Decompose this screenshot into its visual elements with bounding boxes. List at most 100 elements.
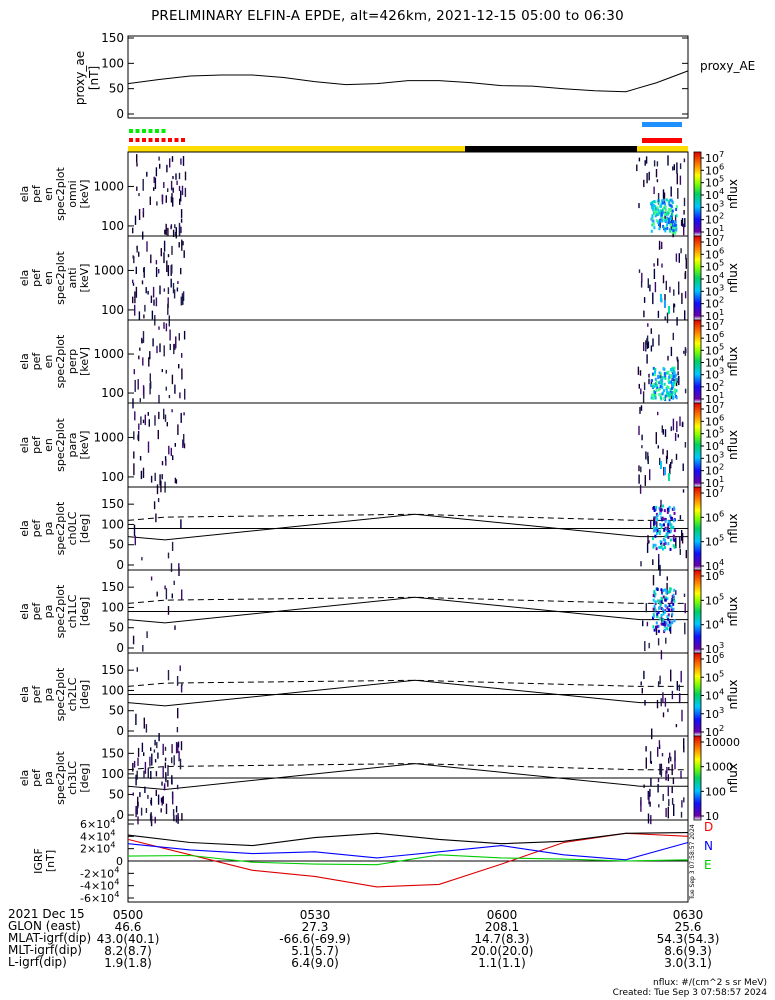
pitch-pixel (669, 590, 672, 594)
pitch-pixel (648, 540, 650, 544)
spectrogram-pixel (643, 342, 645, 351)
pitch-pixel (662, 794, 664, 801)
pitch-pixel (655, 531, 658, 535)
pitch-pixel (141, 742, 144, 752)
pitch-pixel (641, 688, 643, 694)
pitch-ylabel: [deg] (78, 514, 91, 543)
spectrogram-frame (127, 402, 689, 488)
spectrogram-pixel (673, 222, 676, 226)
spectrogram-pixel (675, 208, 678, 211)
pitch-pixel (669, 752, 671, 759)
spectrogram-pixel (171, 374, 174, 385)
spectrogram-pixel (676, 162, 678, 174)
pitch-pixel (671, 690, 674, 700)
pitch-pixel (150, 797, 153, 806)
pitch-pixel (683, 746, 685, 753)
footer-row-value: 1.9(1.8) (104, 956, 152, 970)
pitch-pixel (654, 527, 657, 531)
spectrogram-pixel (646, 354, 648, 364)
spectrogram-pixel (142, 467, 145, 478)
spectrogram-pixel (664, 394, 667, 398)
spectrogram-pixel (652, 396, 655, 400)
pitch-pixel (665, 637, 667, 644)
spectrogram-pixel (643, 310, 645, 318)
spectrogram-pixel (654, 377, 657, 381)
pitch-pixel (661, 590, 663, 594)
pitch-pixel (164, 585, 166, 590)
spectrogram-ylabel: spec2plot (54, 251, 67, 305)
pitch-ylabel: spec2plot (54, 667, 67, 721)
pitch-pixel (137, 747, 140, 757)
pitch-pixel (681, 530, 683, 541)
pitch-pixel (657, 681, 660, 688)
colorbar (693, 151, 702, 237)
pitch-pixel (654, 592, 657, 596)
spectrogram-pixel (670, 387, 673, 391)
pitch-pixel (668, 757, 670, 764)
spectrogram-pixel (181, 353, 183, 358)
spectrogram-pixel (183, 434, 185, 446)
spectrogram-pixel (653, 394, 656, 398)
pitch-pixel (144, 786, 146, 793)
spectrogram-pixel (651, 206, 654, 210)
proxy-ylabel: proxy_ae (73, 51, 87, 105)
pitch-pixel (664, 535, 667, 538)
status-bar-blue (642, 122, 682, 127)
spectrogram-pixel (159, 285, 161, 295)
pitch-pixel (167, 780, 169, 787)
spectrogram-pixel (169, 343, 171, 351)
spectrogram-pixel (671, 200, 674, 203)
colorbar-tick-label: 107 (705, 400, 724, 416)
pitch-pixel (657, 784, 659, 793)
spectrogram-pixel (651, 223, 654, 227)
pitch-pixel (680, 770, 682, 779)
spectrogram-pixel (180, 190, 182, 202)
spectrogram-pixel (668, 396, 671, 400)
pitch-ytick: 0 (116, 558, 124, 572)
pitch-pixel (671, 598, 674, 601)
spectrogram-pixel (676, 173, 678, 185)
spectrogram-pixel (168, 445, 170, 455)
pitch-pixel (683, 593, 686, 597)
spectrogram-pixel (683, 210, 685, 215)
spectrogram-pixel (136, 154, 138, 163)
pitch-pixel (155, 789, 157, 796)
pitch-pixel (151, 753, 153, 766)
pitch-ylabel: ch2LC (66, 677, 79, 711)
pitch-ylabel: pef (30, 602, 43, 621)
spectrogram-pixel (668, 207, 670, 211)
pitch-pixel (652, 537, 654, 541)
spectrogram-pixel (154, 177, 157, 189)
pitch-pixel (171, 775, 173, 784)
colorbar (693, 235, 702, 321)
status-dot-green (135, 129, 140, 133)
spectrogram-ylabel: ela (18, 270, 31, 287)
pitch-pixel (663, 610, 666, 614)
spectrogram-pixel (672, 367, 675, 371)
pitch-pixel (670, 600, 673, 604)
spectrogram-pixel (675, 378, 678, 382)
spectrogram-pixel (134, 291, 136, 304)
pitch-pixel (644, 700, 646, 706)
spectrogram-pixel (673, 164, 675, 171)
spectrogram-pixel (135, 266, 137, 274)
spectrogram-pixel (653, 186, 655, 195)
pitch-pixel (656, 518, 659, 521)
footer-row-value: 0630 (672, 908, 704, 922)
colorbar (693, 402, 702, 488)
spectrogram-pixel (663, 218, 666, 222)
spectrogram-pixel (661, 376, 664, 380)
colorbar-tick-label: 101 (705, 474, 724, 490)
pitch-pixel (177, 741, 180, 748)
pitch-pixel (679, 536, 681, 549)
proxy-ytick: 100 (101, 56, 124, 70)
pitch-pixel (645, 746, 647, 752)
spectrogram-pixel (675, 453, 678, 460)
spectrogram-pixel (667, 155, 669, 166)
pitch-pixel (164, 746, 167, 751)
spectrogram-pixel (182, 296, 184, 305)
spectrogram-ylabel: anti (66, 267, 79, 288)
pitch-pixel (664, 517, 667, 521)
spectrogram-pixel (673, 303, 676, 308)
spectrogram-pixel (677, 188, 679, 199)
